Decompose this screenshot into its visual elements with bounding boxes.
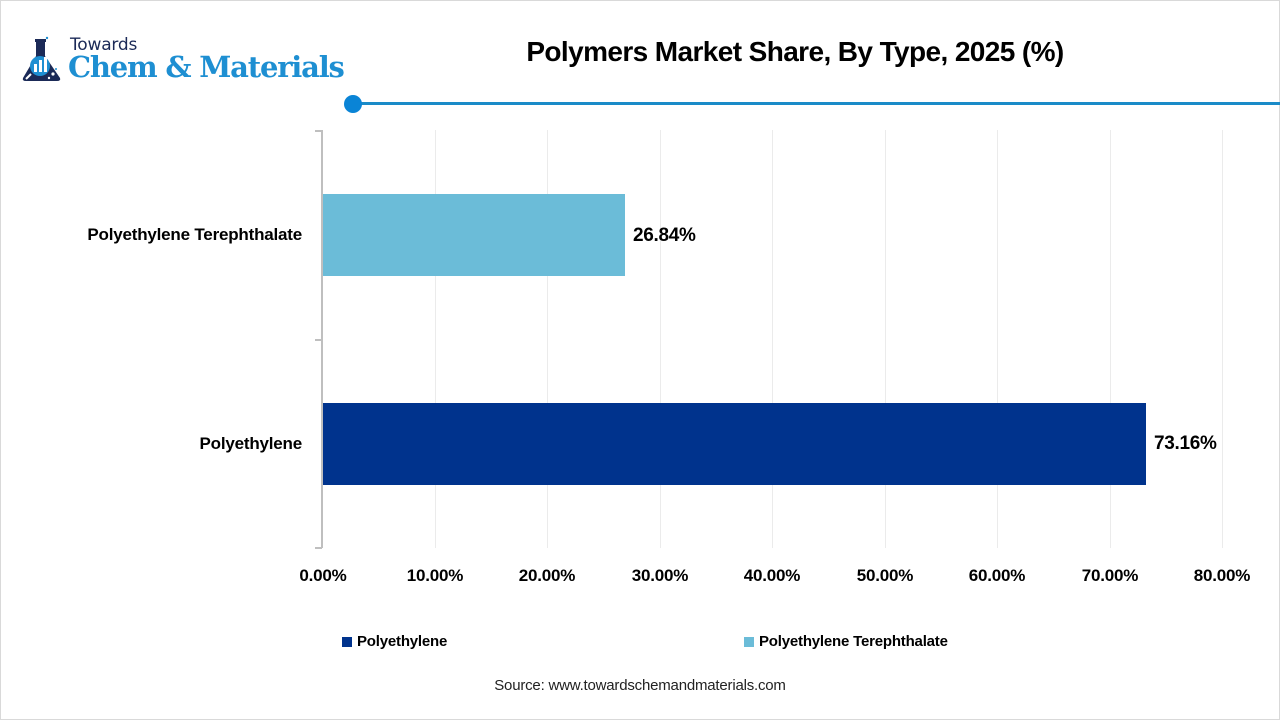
- x-tick-label: 60.00%: [968, 566, 1026, 585]
- gridline-10: [435, 130, 436, 548]
- gridline-30: [660, 130, 661, 548]
- value-label-pet: 26.84%: [633, 225, 696, 246]
- x-tick-label: 70.00%: [1081, 566, 1139, 585]
- x-tick-label: 80.00%: [1193, 566, 1251, 585]
- legend-swatch-pet: [744, 636, 754, 647]
- flask-chart-icon: [22, 36, 61, 81]
- accent-divider-line: [353, 102, 1280, 105]
- x-tick-label: 50.00%: [856, 566, 914, 585]
- gridline-60: [997, 130, 998, 548]
- chart-title: Polymers Market Share, By Type, 2025 (%): [526, 36, 1064, 67]
- legend-item-polyethylene[interactable]: Polyethylene: [342, 633, 447, 650]
- x-tick-label: 40.00%: [743, 566, 801, 585]
- legend-swatch-polyethylene: [342, 636, 352, 647]
- x-tick-label: 30.00%: [631, 566, 689, 585]
- y-axis-tick: [315, 130, 322, 132]
- x-tick-label: 10.00%: [406, 566, 464, 585]
- value-label-polyethylene: 73.16%: [1154, 433, 1217, 454]
- legend-label: Polyethylene Terephthalate: [759, 633, 948, 650]
- source-note: Source: www.towardschemandmaterials.com: [494, 677, 786, 694]
- logo-towards-text: Towards: [70, 35, 138, 55]
- gridline-20: [547, 130, 548, 548]
- legend-label: Polyethylene: [357, 633, 448, 650]
- category-label-polyethylene: Polyethylene: [199, 434, 303, 453]
- x-tick-label: 20.00%: [518, 566, 576, 585]
- gridline-70: [1110, 130, 1111, 548]
- x-tick-label: 0.00%: [299, 566, 347, 585]
- y-axis-tick: [315, 339, 322, 341]
- y-axis-line: [321, 130, 323, 548]
- accent-divider-dot: [344, 95, 362, 113]
- bar-pet[interactable]: [323, 194, 625, 276]
- legend-item-pet[interactable]: Polyethylene Terephthalate: [744, 633, 948, 650]
- gridline-50: [885, 130, 886, 548]
- y-axis-tick: [315, 547, 322, 549]
- category-label-pet: Polyethylene Terephthalate: [87, 225, 302, 244]
- bar-polyethylene[interactable]: [323, 403, 1146, 485]
- gridline-80: [1222, 130, 1223, 548]
- gridline-40: [772, 130, 773, 548]
- logo-brand-text: Chem & Materials: [68, 50, 345, 84]
- brand-logo: Towards Chem & Materials: [22, 34, 345, 86]
